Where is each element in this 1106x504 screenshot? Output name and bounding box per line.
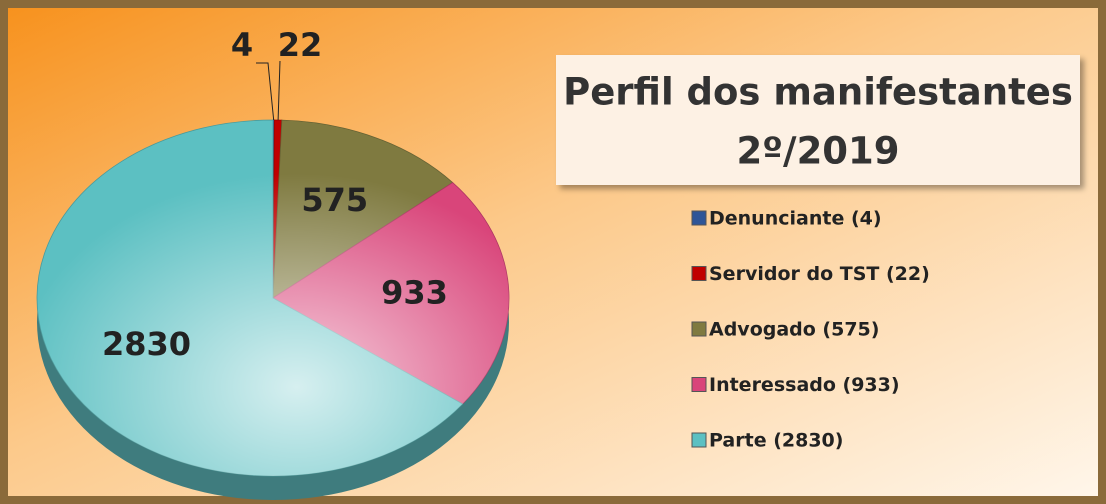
title-box: [556, 55, 1080, 185]
legend-label: Advogado (575): [709, 319, 879, 341]
legend-swatch: [691, 377, 707, 392]
legend-swatch: [691, 266, 707, 281]
legend-label: Parte (2830): [709, 430, 843, 452]
leader-line: [256, 62, 275, 121]
data-label: 575: [301, 181, 368, 219]
legend-label: Interessado (933): [709, 374, 900, 396]
legend-swatch: [691, 321, 707, 337]
chart-subtitle: 2º/2019: [736, 130, 899, 173]
legend-swatch: [691, 432, 707, 448]
data-label: 933: [381, 273, 448, 311]
legend-swatch: [691, 210, 707, 226]
data-label: 2830: [102, 325, 191, 363]
data-label: 4: [231, 26, 253, 64]
legend: Denunciante (4) Servidor do TST (22) Advog…: [691, 208, 930, 452]
leader-line: [277, 60, 281, 121]
legend-label: Servidor do TST (22): [709, 263, 930, 285]
chart-title: Perfil dos manifestantes: [563, 71, 1073, 114]
legend-label: Denunciante (4): [709, 208, 882, 230]
data-label: 22: [278, 26, 323, 64]
